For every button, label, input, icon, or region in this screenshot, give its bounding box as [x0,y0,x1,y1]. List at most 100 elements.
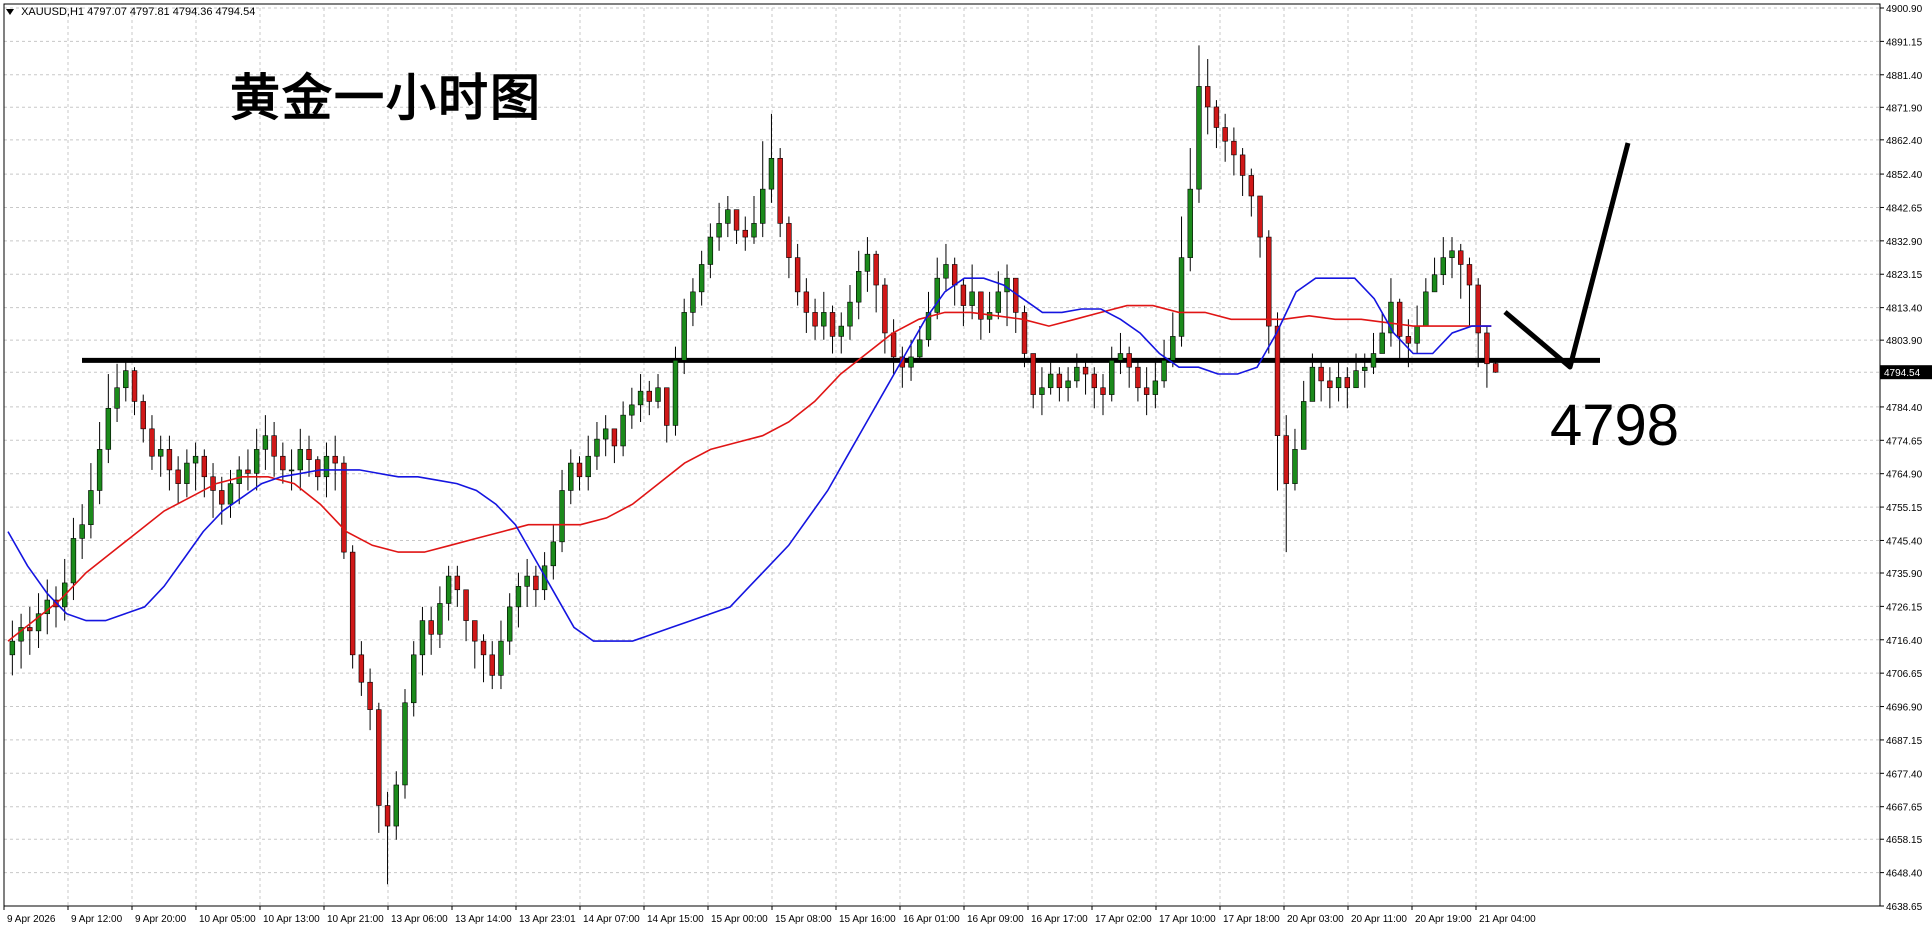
candle-body [9,640,16,656]
x-tick-label: 9 Apr 2026 [7,914,56,925]
candle-body [419,620,426,656]
candle-body [306,449,312,460]
x-tick-label: 14 Apr 07:00 [583,914,640,925]
y-tick-label: 4735.90 [1886,569,1923,580]
candle-body [1458,250,1464,265]
candle-body [123,370,129,389]
candle-body [812,312,818,327]
x-tick-label: 21 Apr 04:00 [1479,914,1536,925]
y-tick-label: 4638.65 [1886,902,1923,913]
candle-body [1344,377,1351,389]
candle-body [1074,366,1080,382]
current-price-tag [1880,365,1932,380]
candle-body [454,575,461,591]
x-tick-label: 10 Apr 13:00 [263,914,320,925]
candle-body [1466,264,1473,286]
candle-body [725,209,731,224]
chevron-down-icon[interactable] [6,9,14,16]
candle-body [18,627,24,642]
slow-ma-line [7,304,1492,642]
candle-body [349,551,356,656]
candle-body [1353,370,1359,389]
candle-body [1091,373,1097,389]
candle-body [524,575,530,587]
y-tick-label: 4891.15 [1886,37,1923,48]
candle-body [114,387,120,409]
candle-body [978,291,984,320]
candle-body [1370,353,1377,368]
candles [9,45,1499,885]
candle-body [908,356,914,368]
candle-body [1065,380,1071,389]
candle-body [140,401,146,430]
candle-body [751,223,757,238]
candle-body [1327,380,1333,389]
candle-body [323,455,330,478]
candle-body [332,455,338,464]
candle-body [262,435,269,450]
candle-body [646,390,652,402]
candle-body [1021,312,1028,354]
candle-body [568,462,574,491]
candle-body [1248,175,1255,197]
symbol-label: XAUUSD,H1 [21,6,85,18]
candle-body [1126,353,1132,368]
candle-body [1379,332,1385,354]
y-tick-label: 4696.90 [1886,703,1923,714]
y-tick-label: 4745.40 [1886,536,1923,547]
x-tick-label: 13 Apr 23:01 [519,914,576,925]
candle-body [1388,301,1394,334]
x-tick-label: 13 Apr 06:00 [391,914,448,925]
candle-body [716,223,722,238]
candle-body [463,589,469,621]
candle-body [602,428,609,440]
y-tick-label: 4726.15 [1886,602,1923,613]
candle-body [1257,195,1263,238]
candle-body [882,284,888,334]
ohlc-readout: 4797.07 4797.81 4794.36 4794.54 [87,6,256,18]
y-tick-label: 4648.40 [1886,869,1923,880]
candle-body [175,469,181,484]
candle-body [297,449,303,471]
candle-body [951,264,958,286]
candle-body [1205,86,1211,108]
candle-body [192,455,199,464]
x-tick-label: 20 Apr 03:00 [1287,914,1344,925]
candle-body [271,435,277,457]
candle-body [1187,188,1193,258]
candle-body [79,524,85,539]
projection-arrow [1503,142,1631,370]
candle-body [1135,366,1141,389]
candle-body [1109,360,1115,395]
moving-averages [7,277,1492,642]
candle-body [541,565,548,591]
candle-body [829,312,836,337]
candle-body [533,575,539,591]
candle-body [498,640,504,676]
candle-body [969,291,975,306]
candle-body [1170,336,1176,361]
candle-body [96,449,103,491]
candle-body [864,253,871,272]
axes: 4900.90 4891.15 4881.40 4871.90 4862.40 4852.… [3,3,1932,925]
candle-body [690,291,696,313]
chart-title: 黄金一小时图 [230,69,542,127]
candle-body [149,428,155,457]
candle-body [1143,387,1150,395]
y-tick-label: 4716.40 [1886,636,1923,647]
candle-body [227,483,234,505]
candle-body [786,223,792,258]
candle-body [393,784,399,827]
x-tick-label: 17 Apr 02:00 [1095,914,1152,925]
candle-body [585,455,591,478]
candle-body [105,407,112,450]
candle-body [1082,366,1089,375]
candle-body [664,387,670,426]
y-tick-label: 4667.65 [1886,803,1923,814]
candle-body [1152,380,1159,395]
candle-body [157,449,164,457]
y-tick-label: 4764.90 [1886,470,1923,481]
candle-body [1396,301,1403,337]
